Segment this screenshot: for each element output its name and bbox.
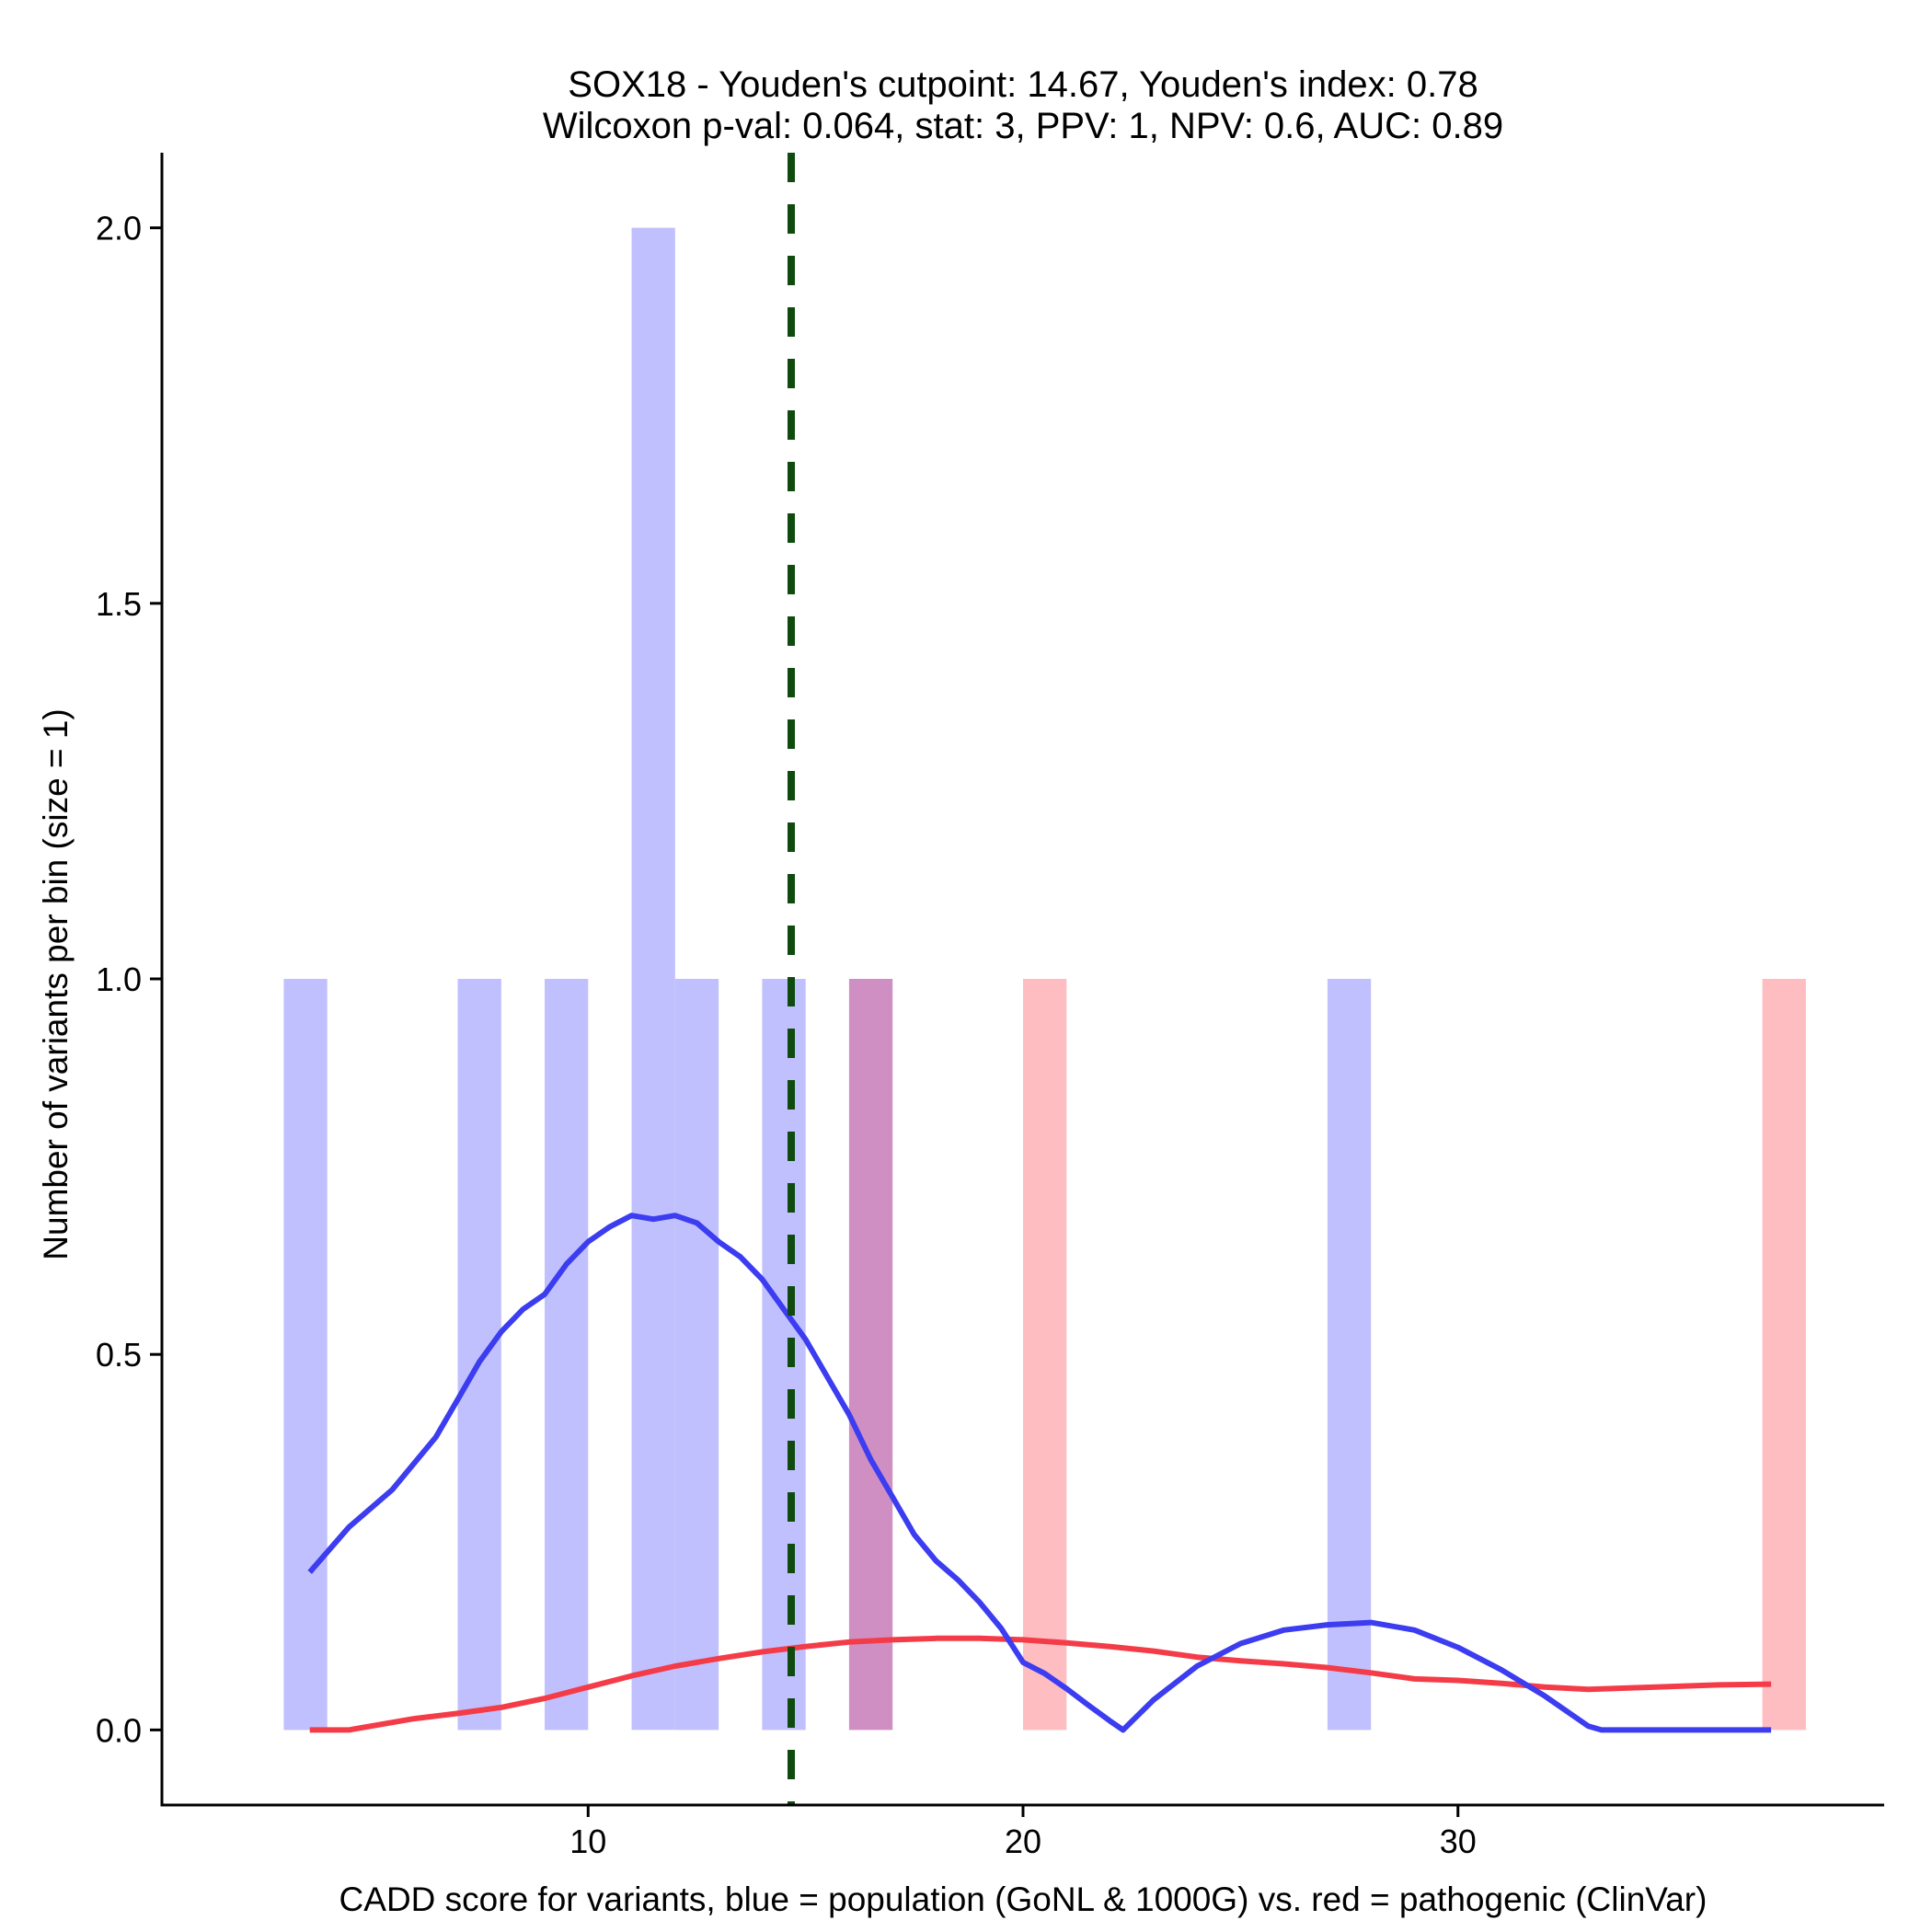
pathogenic-bar [1023,979,1067,1731]
x-tick-label: 20 [1005,1823,1041,1860]
population-bar [1327,979,1372,1731]
axes [160,153,1884,1807]
density-curves [307,1213,1772,1733]
population-density-curve [307,1213,1772,1733]
y-tick-label: 0.0 [96,1711,142,1749]
y-axis-ticks: 0.0 0.5 1.0 1.5 2.0 [96,210,162,1749]
x-axis-label: CADD score for variants, blue = populati… [339,1880,1708,1918]
x-axis-ticks: 10 20 30 [569,1805,1477,1860]
population-bar [457,979,501,1731]
population-bar [674,979,719,1731]
overlap-bar [848,979,893,1731]
population-bar [631,227,675,1731]
y-tick-label: 0.5 [96,1336,142,1374]
population-bar [545,979,589,1731]
population-bar [762,979,806,1731]
pathogenic-bar [1762,979,1806,1731]
y-tick-label: 1.0 [96,960,142,998]
histogram-bars [283,227,1806,1731]
y-tick-label: 2.0 [96,210,142,247]
population-bar [283,979,328,1731]
x-tick-label: 10 [569,1823,606,1860]
y-axis-label: Number of variants per bin (size = 1) [37,708,75,1259]
chart-title-line-1: SOX18 - Youden's cutpoint: 14.67, Youden… [568,64,1478,105]
chart-title-line-2: Wilcoxon p-val: 0.064, stat: 3, PPV: 1, … [543,106,1503,146]
x-tick-label: 30 [1440,1823,1477,1860]
y-tick-label: 1.5 [96,585,142,623]
